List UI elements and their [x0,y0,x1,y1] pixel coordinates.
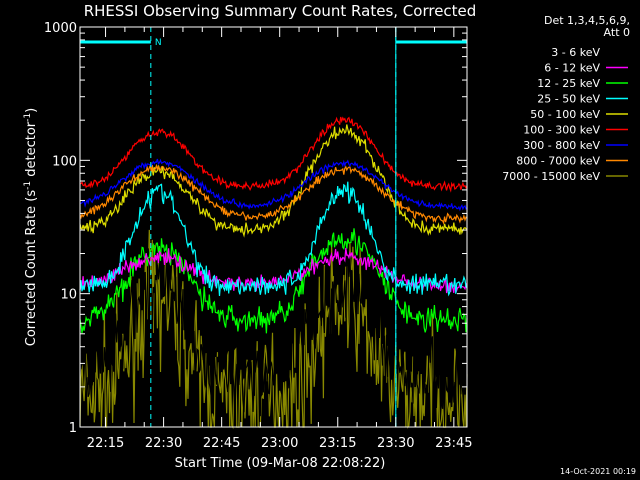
y-tick-label: 10 [60,288,77,303]
y-axis: 1 10 100 1000 [44,21,467,436]
x-tick-label: 23:00 [261,436,298,451]
x-tick-label: 23:15 [319,436,356,451]
legend-entry-label: 800 - 7000 keV [516,155,600,168]
series-line [79,158,468,212]
series-line [79,124,468,238]
series-line [79,181,468,297]
legend-entry-label: 6 - 12 keV [544,62,600,75]
series-line [79,247,468,294]
y-tick-label: 100 [52,154,77,169]
y-axis-label-exponent-2: -1 [23,113,33,122]
legend-entry-label: 100 - 300 keV [523,124,600,137]
legend-header: Det 1,3,4,5,6,9, [544,14,630,27]
chart-title: RHESSI Observing Summary Count Rates, Co… [84,2,477,20]
series-line [79,230,468,420]
footer-date: 14-Oct-2021 00:19 [560,467,636,476]
x-tick-label: 23:30 [377,436,414,451]
x-axis: 22:15 22:30 22:45 23:00 23:15 23:30 23:45 [87,27,473,451]
series-line [79,228,468,334]
x-tick-label: 23:45 [435,436,472,451]
series-line [79,116,468,193]
x-tick-label: 22:15 [87,436,124,451]
legend-header: Att 0 [604,26,630,39]
night-label: N [155,38,162,48]
x-tick-label: 22:45 [203,436,240,451]
y-tick-label: 1000 [44,21,77,36]
plot-frame [79,26,468,428]
x-tick-label: 22:30 [145,436,182,451]
legend-entry-label: 25 - 50 keV [537,93,600,106]
x-axis-label: Start Time (09-Mar-08 22:08:22) [175,456,386,471]
legend-entry-label: 3 - 6 keV [551,46,600,59]
y-axis-label-exponent: -1 [23,181,33,190]
series-line [79,229,468,430]
legend-entry-label: 300 - 800 keV [523,139,600,152]
legend-entry-label: 12 - 25 keV [537,77,600,90]
legend-entry-label: 50 - 100 keV [530,108,600,121]
legend-entry-label: 7000 - 15000 keV [502,170,600,183]
y-tick-label: 1 [69,421,77,436]
y-axis-label: Corrected Count Rate (s-1 detector-1) [23,108,39,346]
series-layer [79,116,468,430]
legend: Det 1,3,4,5,6,9,Att 0 3 - 6 keV 6 - 12 keV… [502,14,630,183]
series-line [79,163,468,226]
